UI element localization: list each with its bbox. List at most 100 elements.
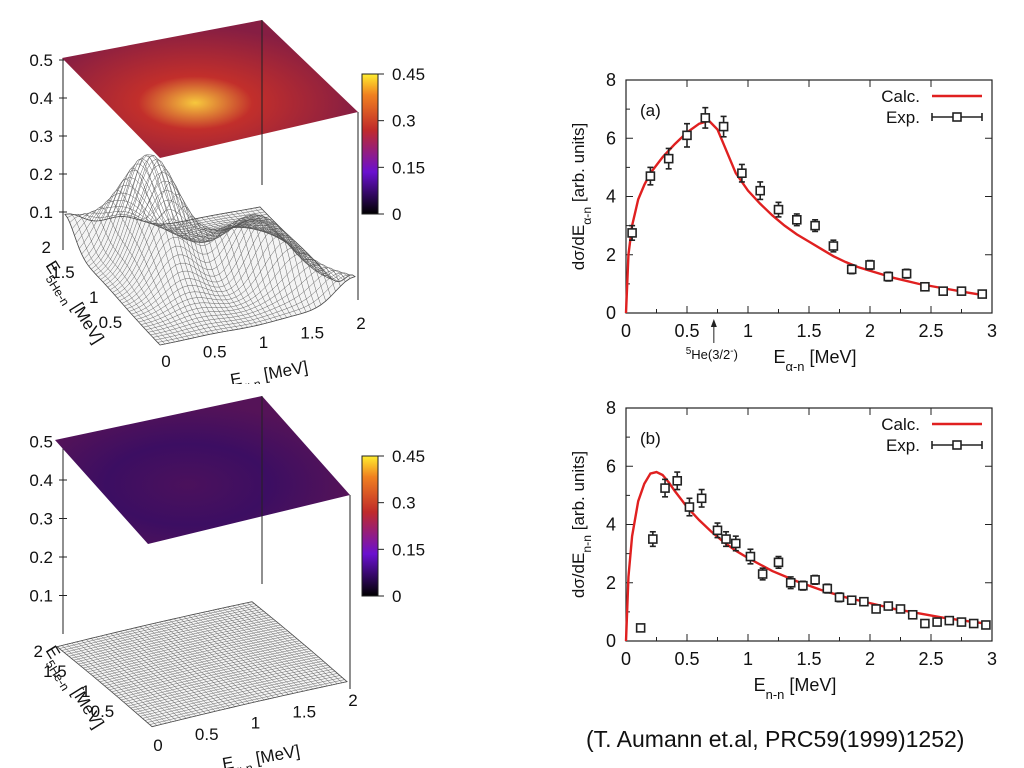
colorbar-tick-label: 0.3 bbox=[392, 112, 416, 131]
exp-data-point bbox=[737, 163, 747, 183]
data-marker bbox=[895, 604, 906, 614]
y-tick-label: 1.5 bbox=[43, 662, 67, 681]
data-marker bbox=[755, 185, 765, 196]
x-tick-label: 0.5 bbox=[195, 725, 219, 744]
panel-label: (b) bbox=[640, 429, 661, 448]
data-marker bbox=[757, 569, 768, 579]
y-tick-label: 1 bbox=[81, 682, 90, 701]
wireframe-surface bbox=[64, 154, 356, 346]
y-axis-label: dσ/dEn-n [arb. units] bbox=[569, 451, 594, 598]
exp-data-point bbox=[981, 620, 991, 630]
exp-data-point bbox=[810, 219, 820, 233]
exp-data-point bbox=[721, 530, 731, 548]
x-tick-label: 2 bbox=[865, 321, 875, 341]
exp-data-point bbox=[828, 239, 839, 253]
exp-data-point bbox=[956, 286, 967, 296]
data-marker bbox=[721, 534, 731, 544]
heatmap-plane bbox=[55, 396, 350, 544]
z-tick-label: 0.1 bbox=[29, 203, 53, 222]
data-marker bbox=[901, 268, 912, 279]
data-marker bbox=[731, 538, 741, 549]
y-tick-label: 1.5 bbox=[51, 263, 75, 282]
z-tick-label: 0.3 bbox=[29, 127, 53, 146]
chart-panel-b: 0 0.5 1 1.5 2 2.5 3 0 2 4 6 8 (b) dσ/dEn-n [arb. unit… bbox=[569, 398, 997, 702]
annotation-label: 5He(3/2-) bbox=[686, 346, 738, 363]
exp-data-point bbox=[822, 583, 833, 594]
exp-data-point bbox=[696, 488, 707, 508]
legend-swatch-exp-marker bbox=[952, 440, 962, 450]
exp-data-point bbox=[773, 201, 784, 218]
colorbar-tick-label: 0 bbox=[392, 205, 401, 224]
x-tick-label: 3 bbox=[987, 321, 997, 341]
data-marker bbox=[938, 286, 949, 296]
data-marker bbox=[645, 171, 656, 181]
exp-data-point bbox=[660, 478, 670, 498]
exp-data-point bbox=[648, 530, 658, 548]
x-axis-label: En-n [MeV] bbox=[754, 675, 837, 702]
y-tick-label: 0 bbox=[606, 631, 616, 651]
citation: (T. Aumann et.al, PRC59(1999)1252) bbox=[586, 726, 965, 752]
exp-data-point bbox=[682, 122, 692, 148]
x-tick-label: 3 bbox=[987, 649, 997, 669]
data-marker bbox=[932, 617, 942, 627]
exp-data-point bbox=[785, 576, 796, 590]
y-tick-label: 4 bbox=[606, 187, 616, 207]
exp-data-point bbox=[871, 604, 881, 614]
y-tick-label: 2 bbox=[606, 573, 616, 593]
z-tick-label: 0.5 bbox=[29, 51, 53, 70]
data-marker bbox=[968, 618, 979, 629]
data-marker bbox=[981, 620, 991, 630]
data-marker bbox=[696, 493, 707, 504]
wireframe-surface bbox=[56, 601, 348, 728]
x-tick-label: 0 bbox=[621, 321, 631, 341]
data-marker bbox=[798, 580, 808, 591]
data-marker bbox=[648, 534, 658, 544]
y-tick-label: 2 bbox=[42, 238, 51, 257]
colorbar-tick-label: 0 bbox=[392, 587, 401, 606]
data-marker bbox=[846, 264, 857, 275]
x-axis-label: Eα-n [MeV] bbox=[773, 347, 856, 374]
annotation-arrowhead bbox=[710, 319, 717, 327]
x-tick-label: 0 bbox=[153, 736, 162, 755]
x-tick-label: 2 bbox=[348, 691, 357, 710]
colorbar bbox=[361, 455, 379, 597]
surface-plot-lower: 0.10.20.30.40.500.511.520.511.52Eα-n [Me… bbox=[29, 396, 425, 768]
exp-data-point bbox=[731, 535, 741, 552]
exp-data-point bbox=[895, 604, 906, 614]
data-marker bbox=[834, 592, 845, 603]
calc-curve bbox=[624, 470, 987, 642]
colorbar-tick-label: 0.45 bbox=[392, 447, 425, 466]
legend-label-calc: Calc. bbox=[881, 87, 920, 106]
data-marker bbox=[907, 609, 918, 620]
y-tick-label: 0.5 bbox=[91, 702, 115, 721]
exp-data-point bbox=[834, 592, 845, 603]
exp-data-point bbox=[798, 580, 808, 591]
exp-data-point bbox=[883, 271, 894, 282]
z-tick-label: 0.1 bbox=[29, 587, 53, 606]
x-tick-label: 1 bbox=[251, 714, 260, 733]
data-marker bbox=[712, 525, 723, 536]
data-marker bbox=[828, 241, 839, 251]
data-marker bbox=[977, 289, 988, 299]
exp-data-point bbox=[865, 259, 875, 271]
exp-data-point bbox=[932, 617, 942, 627]
data-marker bbox=[859, 596, 869, 607]
exp-data-point bbox=[663, 147, 674, 170]
x-axis-label: Eα-n [MeV] bbox=[229, 357, 311, 384]
data-marker bbox=[920, 618, 930, 629]
z-tick-label: 0.3 bbox=[29, 510, 53, 529]
y-tick-label: 2 bbox=[34, 642, 43, 661]
x-tick-label: 2 bbox=[356, 314, 365, 333]
exp-data-point bbox=[712, 522, 723, 539]
data-marker bbox=[737, 168, 747, 178]
exp-data-point bbox=[859, 596, 869, 607]
x-tick-label: 1 bbox=[743, 649, 753, 669]
exp-data-point bbox=[846, 264, 857, 275]
exp-data-point bbox=[684, 497, 695, 517]
x-tick-label: 2.5 bbox=[918, 321, 943, 341]
y-tick-label: 8 bbox=[606, 70, 616, 90]
x-tick-label: 0.5 bbox=[674, 649, 699, 669]
y-tick-label: 4 bbox=[606, 515, 616, 535]
x-tick-label: 1 bbox=[743, 321, 753, 341]
x-tick-label: 0.5 bbox=[203, 343, 227, 362]
